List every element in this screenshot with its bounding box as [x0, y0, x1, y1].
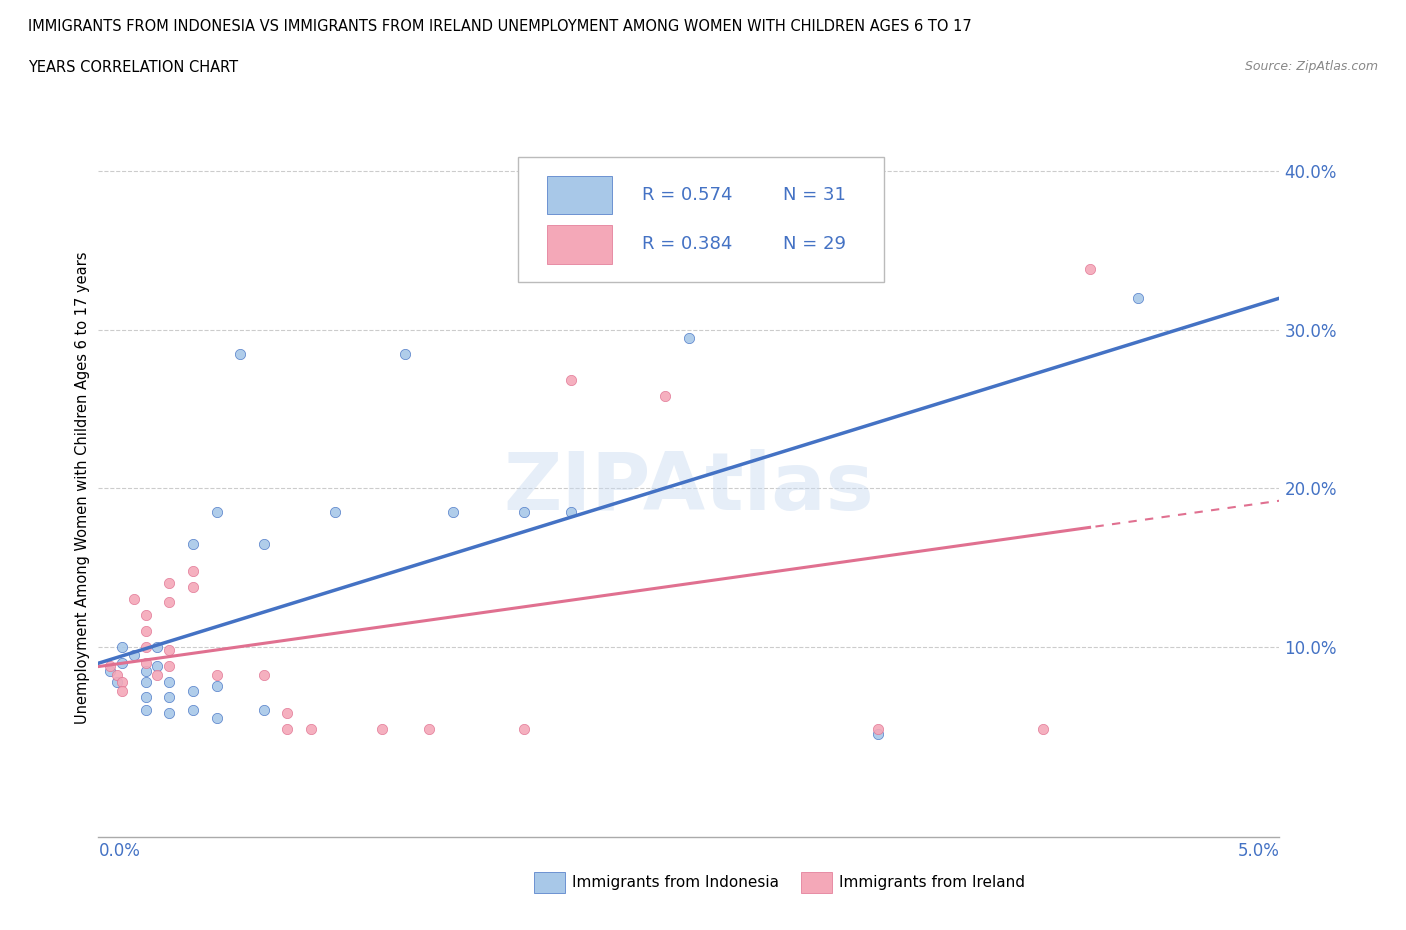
Text: ZIPAtlas: ZIPAtlas: [503, 449, 875, 527]
Point: [157, 658, 180, 673]
Text: YEARS CORRELATION CHART: YEARS CORRELATION CHART: [28, 60, 238, 75]
Point: [1032, 722, 1054, 737]
Point: [135, 663, 157, 678]
Point: [1080, 262, 1102, 277]
Point: [98, 663, 121, 678]
Point: [135, 623, 157, 638]
Point: [678, 330, 700, 345]
Point: [146, 658, 169, 673]
Point: [229, 346, 252, 361]
Point: [105, 668, 128, 683]
Point: [866, 722, 889, 737]
Point: [394, 346, 416, 361]
Point: [122, 647, 145, 662]
Point: [181, 703, 204, 718]
Point: [560, 505, 582, 520]
Point: [276, 722, 298, 737]
Point: [157, 690, 180, 705]
Point: [135, 639, 157, 654]
Text: Immigrants from Ireland: Immigrants from Ireland: [839, 875, 1025, 890]
FancyBboxPatch shape: [547, 176, 612, 214]
Point: [146, 668, 169, 683]
Point: [205, 679, 228, 694]
Point: [135, 703, 157, 718]
Y-axis label: Unemployment Among Women with Children Ages 6 to 17 years: Unemployment Among Women with Children A…: [75, 252, 90, 724]
Point: [512, 505, 534, 520]
Point: [253, 703, 276, 718]
Point: [181, 564, 204, 578]
Text: N = 31: N = 31: [783, 186, 846, 204]
Point: [253, 537, 276, 551]
Text: 5.0%: 5.0%: [1237, 842, 1279, 859]
Point: [276, 706, 298, 721]
Point: [654, 389, 676, 404]
Point: [157, 595, 180, 610]
Point: [111, 674, 134, 689]
Point: [323, 505, 346, 520]
Point: [157, 706, 180, 721]
Point: [205, 668, 228, 683]
Point: [135, 607, 157, 622]
Point: [122, 591, 145, 606]
Point: [98, 658, 121, 673]
Text: IMMIGRANTS FROM INDONESIA VS IMMIGRANTS FROM IRELAND UNEMPLOYMENT AMONG WOMEN WI: IMMIGRANTS FROM INDONESIA VS IMMIGRANTS …: [28, 19, 972, 33]
Text: R = 0.384: R = 0.384: [641, 235, 733, 254]
Point: [512, 722, 534, 737]
Point: [866, 726, 889, 741]
Point: [135, 690, 157, 705]
Point: [157, 674, 180, 689]
Text: Immigrants from Indonesia: Immigrants from Indonesia: [572, 875, 779, 890]
Point: [418, 722, 440, 737]
Point: [205, 711, 228, 725]
Point: [111, 684, 134, 698]
Text: Source: ZipAtlas.com: Source: ZipAtlas.com: [1244, 60, 1378, 73]
Text: 0.0%: 0.0%: [98, 842, 141, 859]
Point: [1126, 290, 1149, 305]
Point: [560, 373, 582, 388]
FancyBboxPatch shape: [547, 225, 612, 264]
FancyBboxPatch shape: [517, 157, 884, 283]
Text: R = 0.574: R = 0.574: [641, 186, 733, 204]
Point: [111, 655, 134, 670]
Point: [135, 655, 157, 670]
Point: [111, 639, 134, 654]
Point: [441, 505, 464, 520]
Point: [371, 722, 394, 737]
Point: [181, 579, 204, 594]
Point: [146, 639, 169, 654]
Point: [105, 674, 128, 689]
Point: [181, 684, 204, 698]
Point: [157, 576, 180, 591]
Point: [299, 722, 322, 737]
Point: [157, 643, 180, 658]
Point: [253, 668, 276, 683]
Point: [181, 537, 204, 551]
Point: [135, 674, 157, 689]
Text: N = 29: N = 29: [783, 235, 846, 254]
Point: [205, 505, 228, 520]
